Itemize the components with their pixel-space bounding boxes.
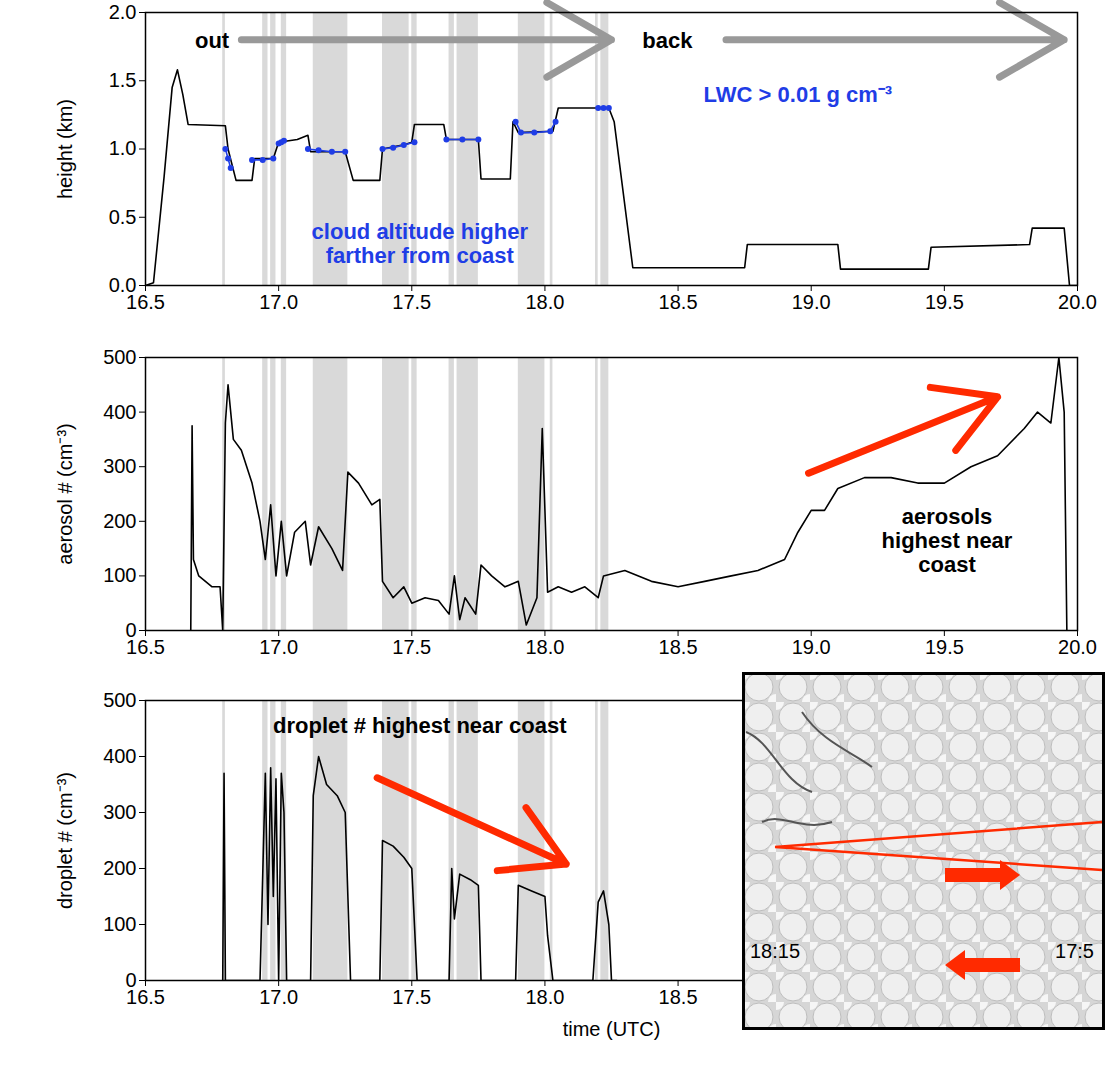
svg-text:18:15: 18:15: [750, 940, 800, 962]
svg-text:100: 100: [103, 913, 136, 935]
svg-text:17.0: 17.0: [259, 636, 298, 658]
svg-text:17.5: 17.5: [392, 636, 431, 658]
svg-text:aerosolshighest nearcoast: aerosolshighest nearcoast: [882, 504, 1013, 577]
svg-text:18.5: 18.5: [659, 291, 698, 313]
svg-text:17:5: 17:5: [1055, 940, 1094, 962]
svg-text:height (km): height (km): [54, 99, 76, 199]
svg-text:100: 100: [103, 564, 136, 586]
svg-text:17.0: 17.0: [259, 291, 298, 313]
svg-text:400: 400: [103, 745, 136, 767]
svg-text:1.0: 1.0: [109, 137, 137, 159]
svg-text:0.5: 0.5: [109, 206, 137, 228]
svg-text:1.5: 1.5: [109, 69, 137, 91]
svg-text:18.0: 18.0: [525, 291, 564, 313]
svg-text:19.5: 19.5: [925, 636, 964, 658]
svg-text:20.0: 20.0: [1058, 636, 1097, 658]
svg-text:aerosol # (cm⁻³): aerosol # (cm⁻³): [54, 423, 76, 564]
svg-text:17.5: 17.5: [392, 291, 431, 313]
svg-text:droplet # (cm⁻³): droplet # (cm⁻³): [54, 772, 76, 909]
svg-text:18.0: 18.0: [525, 636, 564, 658]
svg-text:19.5: 19.5: [925, 291, 964, 313]
svg-text:17.0: 17.0: [259, 986, 298, 1008]
svg-text:200: 200: [103, 857, 136, 879]
svg-text:time (UTC): time (UTC): [563, 1018, 661, 1040]
svg-text:300: 300: [103, 455, 136, 477]
svg-text:18.5: 18.5: [659, 636, 698, 658]
svg-text:0: 0: [125, 618, 137, 641]
svg-text:500: 500: [103, 346, 136, 368]
svg-text:droplet # highest near coast: droplet # highest near coast: [273, 713, 567, 738]
svg-text:0: 0: [125, 968, 137, 991]
svg-text:19.0: 19.0: [792, 636, 831, 658]
svg-text:18.0: 18.0: [525, 986, 564, 1008]
svg-text:out: out: [195, 28, 230, 53]
svg-text:200: 200: [103, 510, 136, 532]
svg-text:cloud altitude higherfarther f: cloud altitude higherfarther from coast: [312, 219, 529, 268]
svg-text:500: 500: [103, 690, 136, 711]
svg-text:back: back: [642, 28, 693, 53]
svg-text:LWC > 0.01 g cm⁻³: LWC > 0.01 g cm⁻³: [704, 82, 893, 107]
svg-text:17.5: 17.5: [392, 986, 431, 1008]
svg-text:2.0: 2.0: [109, 1, 137, 23]
svg-text:16.5: 16.5: [126, 636, 165, 658]
svg-text:400: 400: [103, 401, 136, 423]
svg-text:20.0: 20.0: [1058, 291, 1097, 313]
svg-text:19.0: 19.0: [792, 291, 831, 313]
svg-text:16.5: 16.5: [126, 986, 165, 1008]
svg-text:0.0: 0.0: [108, 273, 137, 296]
svg-text:18.5: 18.5: [659, 986, 698, 1008]
svg-text:16.5: 16.5: [126, 291, 165, 313]
svg-text:300: 300: [103, 801, 136, 823]
